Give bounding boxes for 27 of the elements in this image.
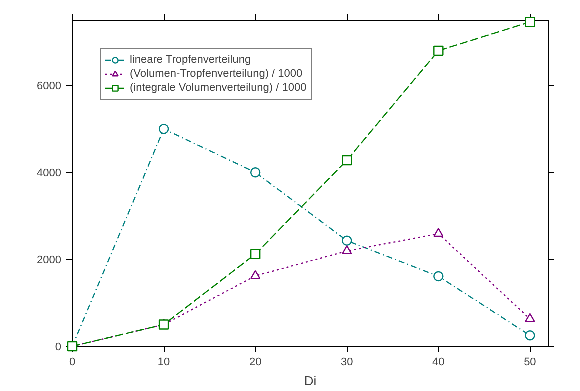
y-tick-label: 4000 <box>37 168 62 180</box>
x-tick-label: 50 <box>524 356 536 368</box>
point <box>342 236 352 246</box>
point <box>250 270 261 280</box>
x-tick-label: 30 <box>341 356 354 368</box>
point <box>525 313 536 322</box>
x-axis-title: Di <box>304 374 317 388</box>
point <box>525 17 536 28</box>
point <box>250 249 261 260</box>
x-tick-label: 10 <box>158 356 170 368</box>
y-tick-label: 2000 <box>37 254 62 267</box>
x-tick-label: 40 <box>432 356 445 368</box>
y-tick-label: 0 <box>55 342 62 354</box>
point <box>158 124 170 134</box>
point <box>342 155 352 166</box>
legend-label: (integrale Volumenverteilung) / 1000 <box>130 81 307 95</box>
point <box>525 330 536 341</box>
point <box>434 46 444 56</box>
y-tick-label: 6000 <box>37 80 62 93</box>
x-tick-label: 20 <box>249 356 262 368</box>
point <box>250 168 261 178</box>
point <box>434 228 444 238</box>
legend-label: lineare Tropfenverteilung <box>130 53 252 67</box>
legend-label: (Volumen-Tropfenverteilung) / 1000 <box>130 67 303 81</box>
point <box>434 271 444 282</box>
x-tick-label: 0 <box>69 356 76 368</box>
point <box>342 246 352 255</box>
